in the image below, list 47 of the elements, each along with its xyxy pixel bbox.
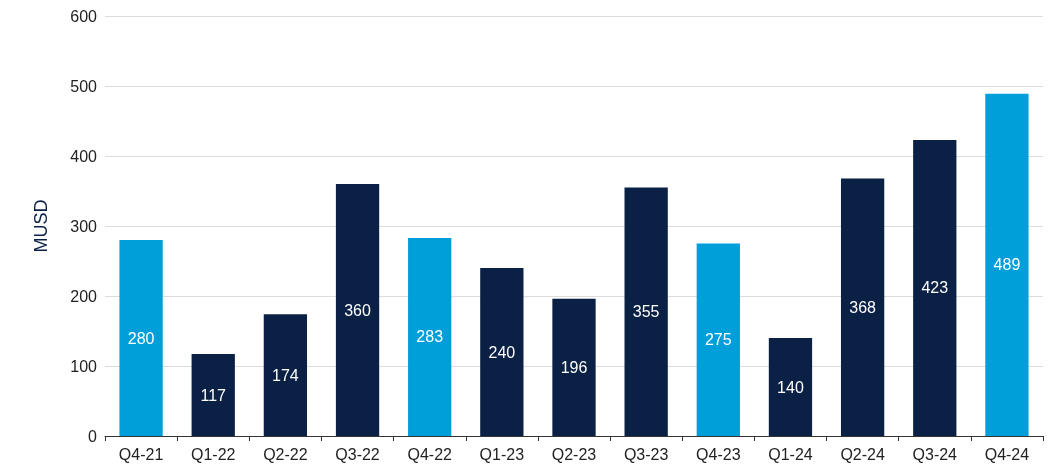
data-label: 368 — [849, 298, 877, 316]
data-label: 423 — [921, 279, 949, 297]
bar — [840, 178, 885, 436]
y-tick-label: 200 — [70, 287, 98, 305]
data-label: 174 — [272, 366, 299, 384]
bar — [119, 240, 163, 436]
x-tick-label: Q3-23 — [623, 445, 669, 463]
bar — [696, 243, 740, 436]
y-tick-label: 0 — [88, 427, 98, 445]
y-tick-label: 400 — [70, 147, 98, 165]
bar — [768, 338, 813, 436]
x-tick-label: Q3-24 — [912, 445, 958, 463]
x-tick-label: Q1-23 — [479, 445, 525, 463]
y-tick-label: 100 — [70, 357, 98, 375]
x-tick-label: Q4-23 — [696, 445, 741, 463]
data-label: 280 — [127, 329, 155, 347]
data-label: 489 — [993, 256, 1021, 274]
bar — [552, 298, 596, 436]
x-tick-label: Q1-24 — [768, 445, 813, 463]
bar — [624, 187, 668, 436]
data-label: 117 — [200, 386, 227, 404]
x-tick-label: Q4-24 — [984, 445, 1030, 463]
x-tick-label: Q2-23 — [551, 445, 597, 463]
x-tick-label: Q4-21 — [118, 445, 164, 463]
data-label: 140 — [777, 378, 804, 396]
x-tick-label: Q2-22 — [263, 445, 308, 463]
bar — [985, 93, 1029, 436]
data-label: 355 — [632, 303, 660, 321]
data-label: 275 — [704, 331, 732, 349]
y-axis-title: MUSD — [31, 199, 51, 253]
x-tick-label: Q4-22 — [407, 445, 453, 463]
y-tick-label: 300 — [70, 217, 98, 235]
bar — [913, 139, 957, 436]
data-label: 196 — [560, 358, 588, 376]
y-tick-label: 600 — [70, 7, 98, 25]
bar — [335, 184, 380, 436]
data-label: 360 — [344, 301, 371, 319]
y-tick-label: 500 — [70, 77, 98, 95]
data-label: 240 — [488, 343, 516, 361]
x-tick-label: Q1-22 — [191, 445, 236, 463]
bar — [480, 268, 524, 436]
x-tick-label: Q2-24 — [840, 445, 885, 463]
bar — [263, 314, 308, 436]
bar — [408, 237, 452, 436]
data-label: 283 — [416, 328, 444, 346]
x-tick-label: Q3-22 — [335, 445, 380, 463]
bar — [191, 354, 235, 436]
